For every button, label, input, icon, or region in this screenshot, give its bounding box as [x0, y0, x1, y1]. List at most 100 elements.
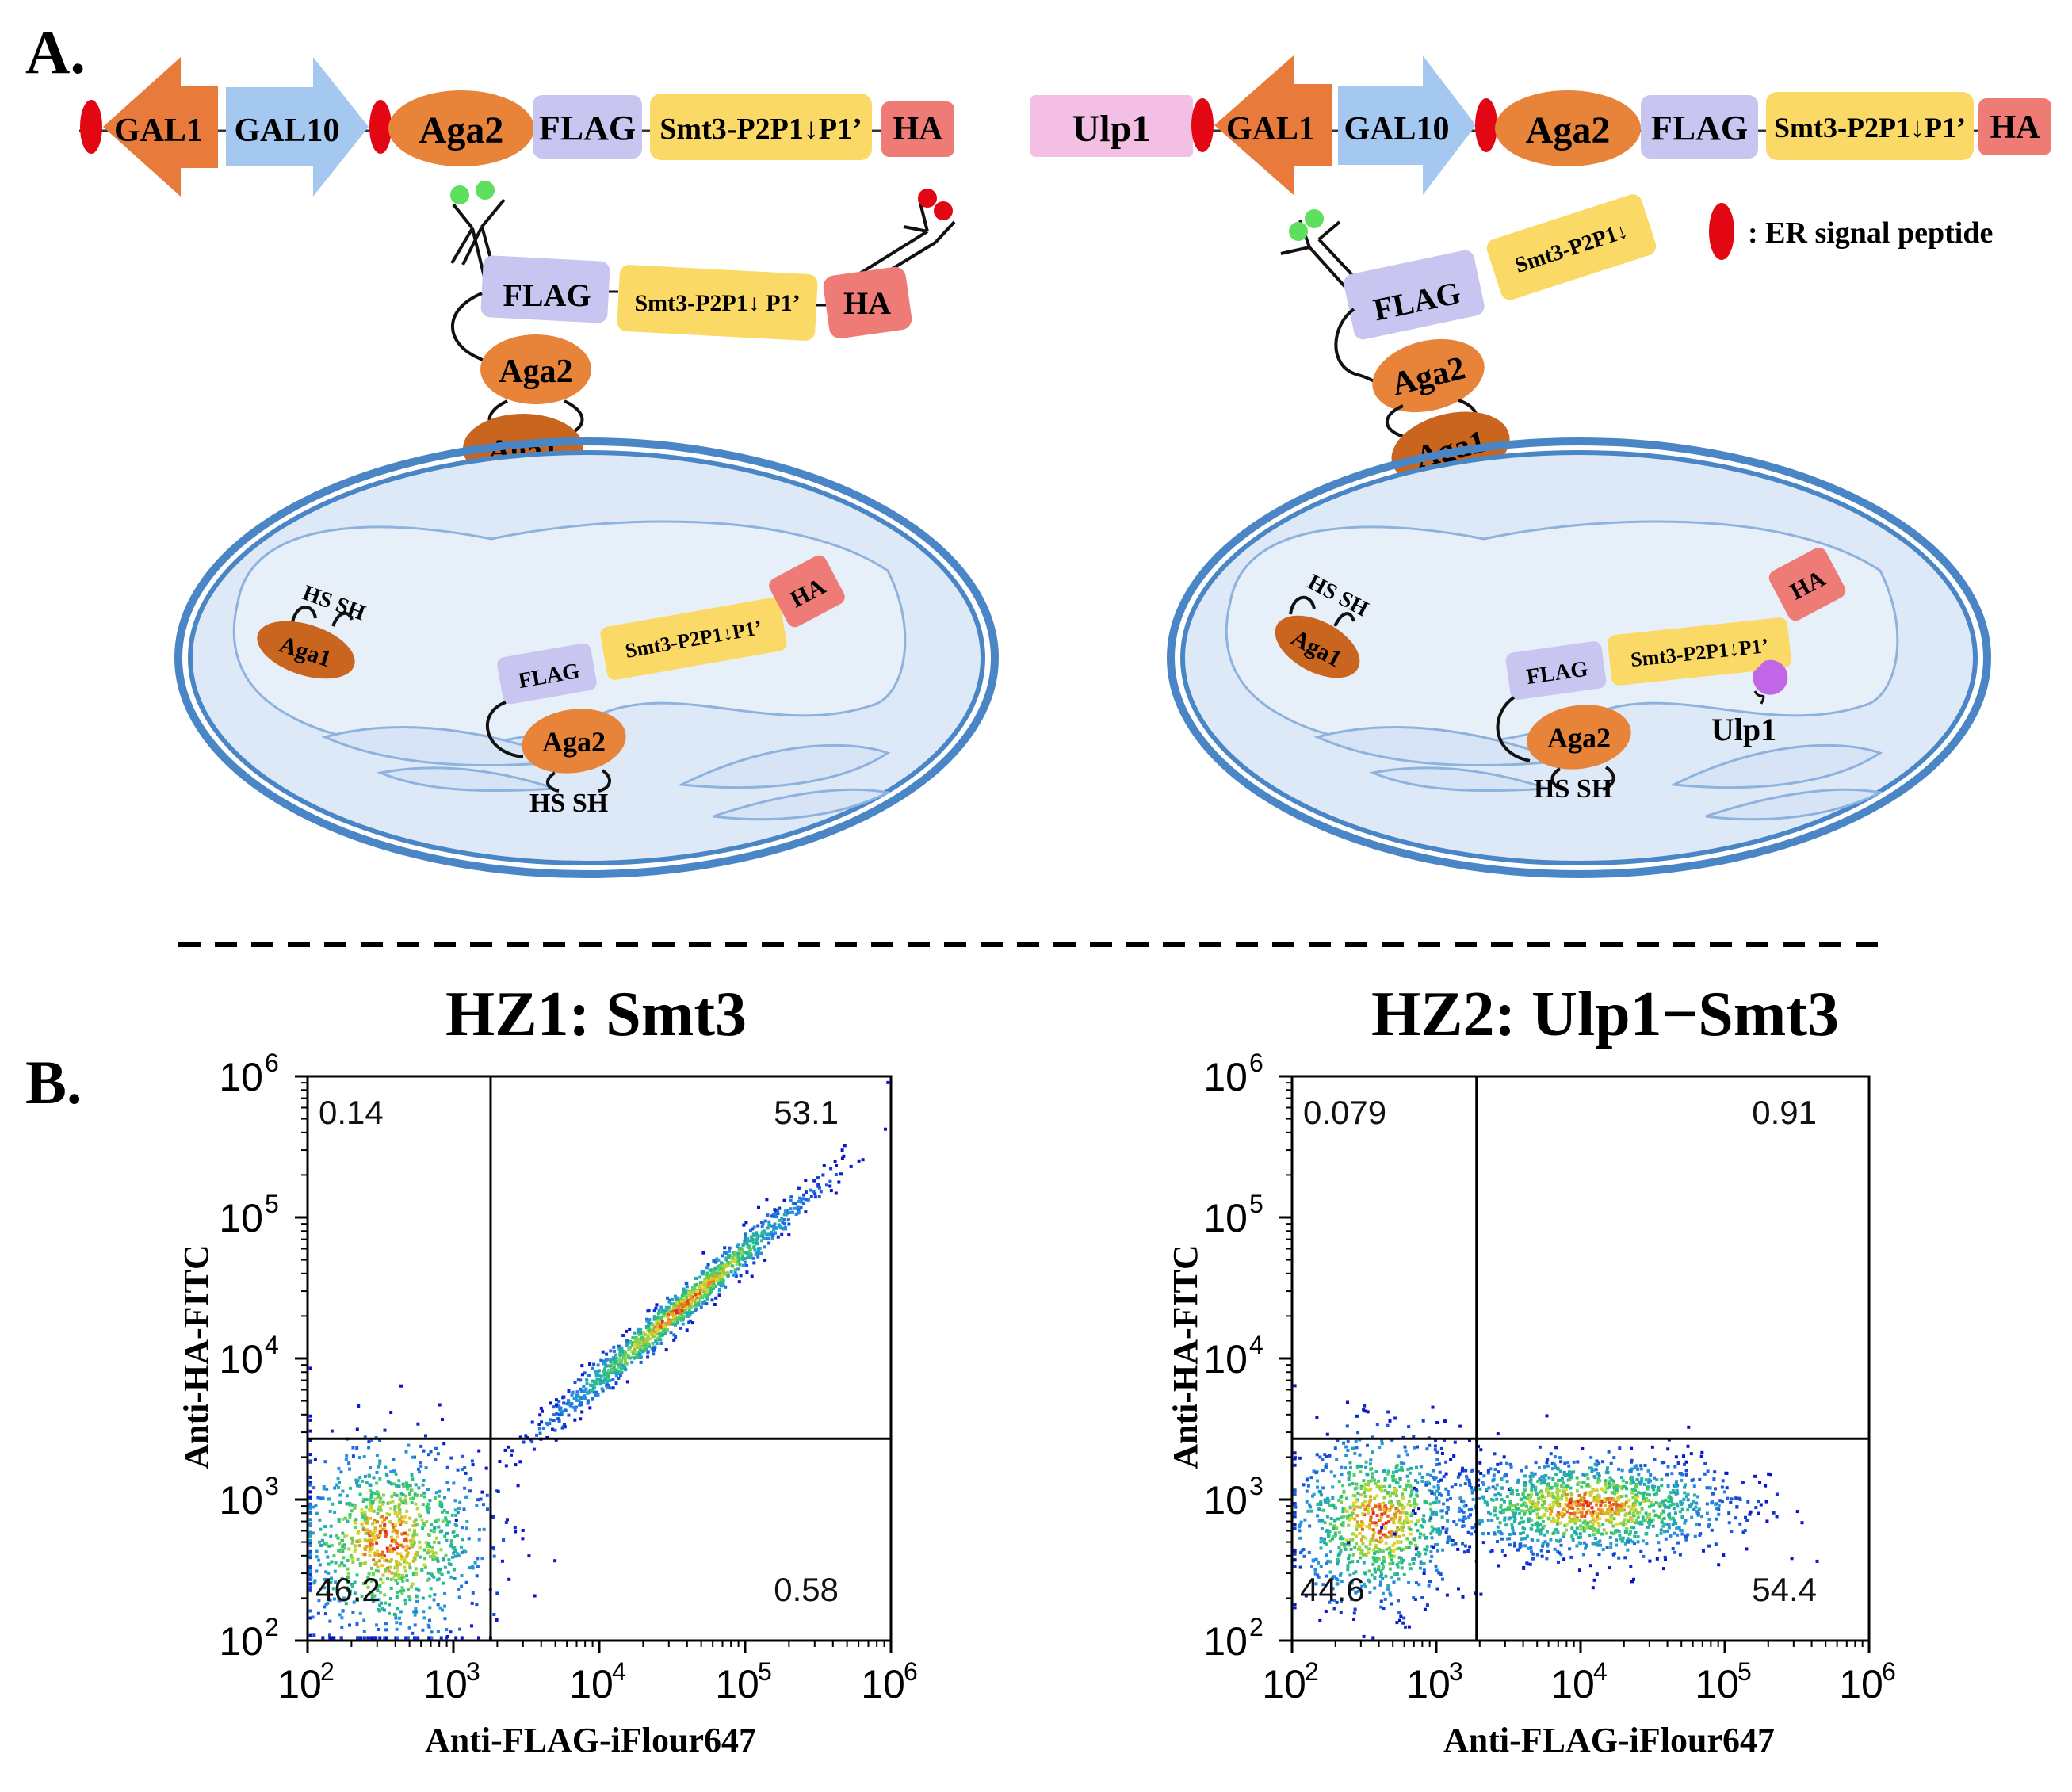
scatter-point: [683, 1309, 687, 1312]
scatter-point: [1375, 1423, 1379, 1427]
scatter-point: [1337, 1553, 1341, 1556]
scatter-point: [620, 1349, 624, 1353]
scatter-point: [1388, 1591, 1392, 1595]
scatter-point: [1662, 1510, 1666, 1514]
scatter-point: [361, 1479, 365, 1483]
scatter-point: [1615, 1488, 1619, 1492]
scatter-point: [1624, 1494, 1628, 1498]
scatter-point: [655, 1303, 659, 1307]
scatter-point: [461, 1468, 464, 1472]
scatter-point: [1293, 1606, 1297, 1610]
scatter-point: [1481, 1481, 1485, 1484]
scatter-point: [763, 1245, 766, 1249]
scatter-point: [379, 1508, 383, 1512]
scatter-point: [1513, 1544, 1516, 1548]
scatter-point: [1592, 1499, 1596, 1503]
scatter-point: [416, 1636, 420, 1640]
scatter-point: [1356, 1431, 1360, 1435]
scatter-point: [1667, 1500, 1671, 1503]
scatter-point: [1482, 1483, 1485, 1486]
scatter-point: [1541, 1542, 1545, 1546]
scatter-point: [1337, 1499, 1341, 1502]
scatter-point: [1401, 1492, 1405, 1496]
scatter-point: [842, 1154, 846, 1158]
scatter-point: [353, 1580, 357, 1584]
scatter-point: [1498, 1521, 1502, 1525]
scatter-point: [1520, 1509, 1523, 1513]
scatter-point: [693, 1286, 697, 1290]
scatter-point: [716, 1271, 720, 1275]
scatter-point: [659, 1316, 663, 1320]
inner-hs2-label: HS SH: [1534, 774, 1612, 804]
scatter-point: [626, 1342, 629, 1346]
scatter-point: [1680, 1532, 1684, 1536]
scatter-point: [367, 1446, 371, 1450]
scatter-point: [464, 1495, 468, 1499]
cell-wall: [174, 437, 999, 878]
scatter-point: [1396, 1540, 1400, 1543]
scatter-point: [1410, 1485, 1414, 1489]
scatter-point: [1562, 1473, 1566, 1476]
scatter-point: [1570, 1504, 1574, 1507]
scatter-point: [412, 1520, 416, 1524]
scatter-point: [367, 1572, 371, 1576]
scatter-point: [1588, 1466, 1592, 1470]
scatter-point: [332, 1597, 336, 1601]
scatter-point: [1664, 1537, 1668, 1541]
scatter-point: [1355, 1505, 1359, 1509]
scatter-point: [1497, 1564, 1500, 1568]
scatter-point: [756, 1247, 760, 1251]
scatter-point: [1508, 1516, 1512, 1520]
scatter-point: [1547, 1516, 1551, 1520]
scatter-point: [580, 1410, 584, 1414]
scatter-point: [594, 1393, 598, 1397]
y-tick-exponent: 4: [1249, 1331, 1263, 1359]
scatter-point: [712, 1270, 716, 1274]
scatter-point: [1493, 1506, 1497, 1510]
scatter-point: [413, 1613, 417, 1617]
scatter-point: [1608, 1485, 1611, 1489]
scatter-point: [675, 1317, 679, 1321]
scatter-point: [1470, 1491, 1474, 1495]
scatter-point: [437, 1494, 441, 1498]
scatter-point: [1539, 1523, 1543, 1526]
scatter-point: [1683, 1521, 1687, 1525]
scatter-point: [1445, 1511, 1449, 1515]
scatter-point: [1325, 1432, 1329, 1436]
scatter-point: [389, 1587, 393, 1590]
scatter-point: [1499, 1504, 1503, 1507]
x-tick-label: 10: [1839, 1662, 1883, 1706]
scatter-point: [1599, 1500, 1603, 1504]
scatter-point: [1662, 1567, 1665, 1571]
quadrant-upper-left: 0.14: [319, 1094, 384, 1131]
scatter-point: [1453, 1440, 1457, 1444]
scatter-point: [1615, 1484, 1619, 1488]
scatter-point: [630, 1350, 634, 1353]
scatter-point: [412, 1541, 416, 1545]
scatter-point: [1508, 1532, 1512, 1536]
scatter-point: [1333, 1531, 1337, 1535]
scatter-point: [365, 1498, 369, 1502]
scatter-point: [1569, 1492, 1573, 1496]
scatter-point: [325, 1542, 329, 1546]
scatter-point: [674, 1335, 678, 1339]
scatter-point: [742, 1251, 746, 1255]
scatter-point: [1495, 1497, 1499, 1501]
scatter-point: [1556, 1483, 1560, 1487]
scatter-point: [408, 1562, 411, 1566]
scatter-point: [1580, 1511, 1584, 1515]
scatter-point: [323, 1605, 327, 1609]
scatter-point: [1765, 1519, 1769, 1523]
scatter-point: [1418, 1535, 1422, 1539]
scatter-point: [342, 1556, 346, 1560]
scatter-point: [308, 1490, 312, 1494]
scatter-point: [1338, 1573, 1342, 1577]
scatter-point: [1536, 1480, 1540, 1484]
scatter-point: [406, 1636, 410, 1640]
scatter-point: [638, 1352, 642, 1356]
scatter-point: [1711, 1500, 1715, 1504]
scatter-point: [734, 1274, 738, 1278]
scatter-point: [770, 1224, 774, 1228]
scatter-point: [375, 1490, 379, 1494]
scatter-point: [1467, 1480, 1471, 1484]
